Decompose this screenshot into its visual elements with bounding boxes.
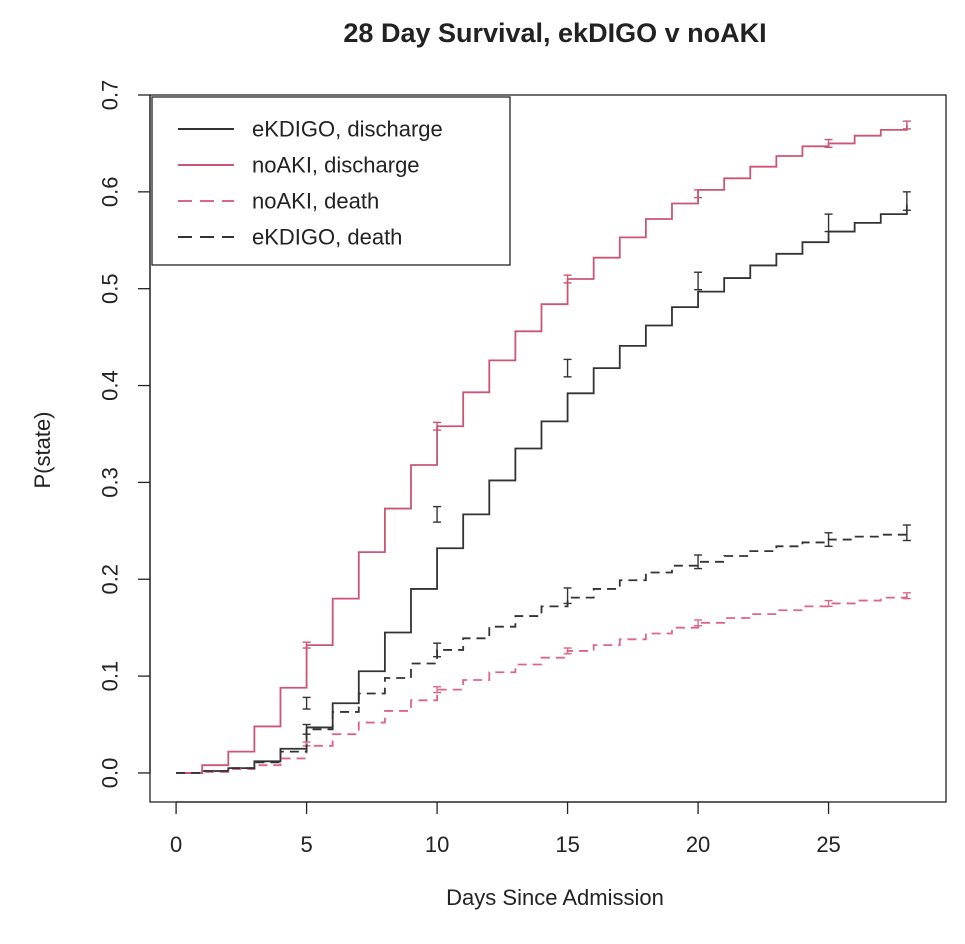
x-tick-label: 25	[816, 832, 840, 857]
legend-label-3: eKDIGO, death	[252, 225, 402, 250]
x-tick-label: 10	[425, 832, 449, 857]
y-tick-label: 0.3	[98, 467, 123, 498]
legend-label-2: noAKI, death	[252, 189, 379, 214]
x-tick-label: 0	[170, 832, 182, 857]
y-tick-label: 0.6	[98, 177, 123, 208]
x-tick-label: 20	[686, 832, 710, 857]
x-tick-label: 5	[300, 832, 312, 857]
series-line-1	[176, 125, 908, 774]
series-line-2	[176, 595, 908, 774]
x-axis-label: Days Since Admission	[446, 885, 664, 910]
legend-label-1: noAKI, discharge	[252, 153, 420, 178]
y-tick-label: 0.7	[98, 80, 123, 111]
y-axis-label: P(state)	[30, 411, 55, 488]
y-tick-label: 0.1	[98, 661, 123, 692]
y-tick-label: 0.4	[98, 370, 123, 401]
y-tick-label: 0.2	[98, 564, 123, 595]
y-tick-label: 0.0	[98, 758, 123, 789]
chart-title: 28 Day Survival, ekDIGO v noAKI	[343, 18, 766, 48]
legend-label-0: eKDIGO, discharge	[252, 117, 443, 142]
y-tick-label: 0.5	[98, 273, 123, 304]
series-line-3	[176, 532, 908, 774]
plot-layer: 0 5 10 15 20 25 0.0 0.1 0.2 0.3 0.4 0.5 0.6 0.7 eKDIGO…	[98, 80, 947, 857]
x-tick-label: 15	[555, 832, 579, 857]
